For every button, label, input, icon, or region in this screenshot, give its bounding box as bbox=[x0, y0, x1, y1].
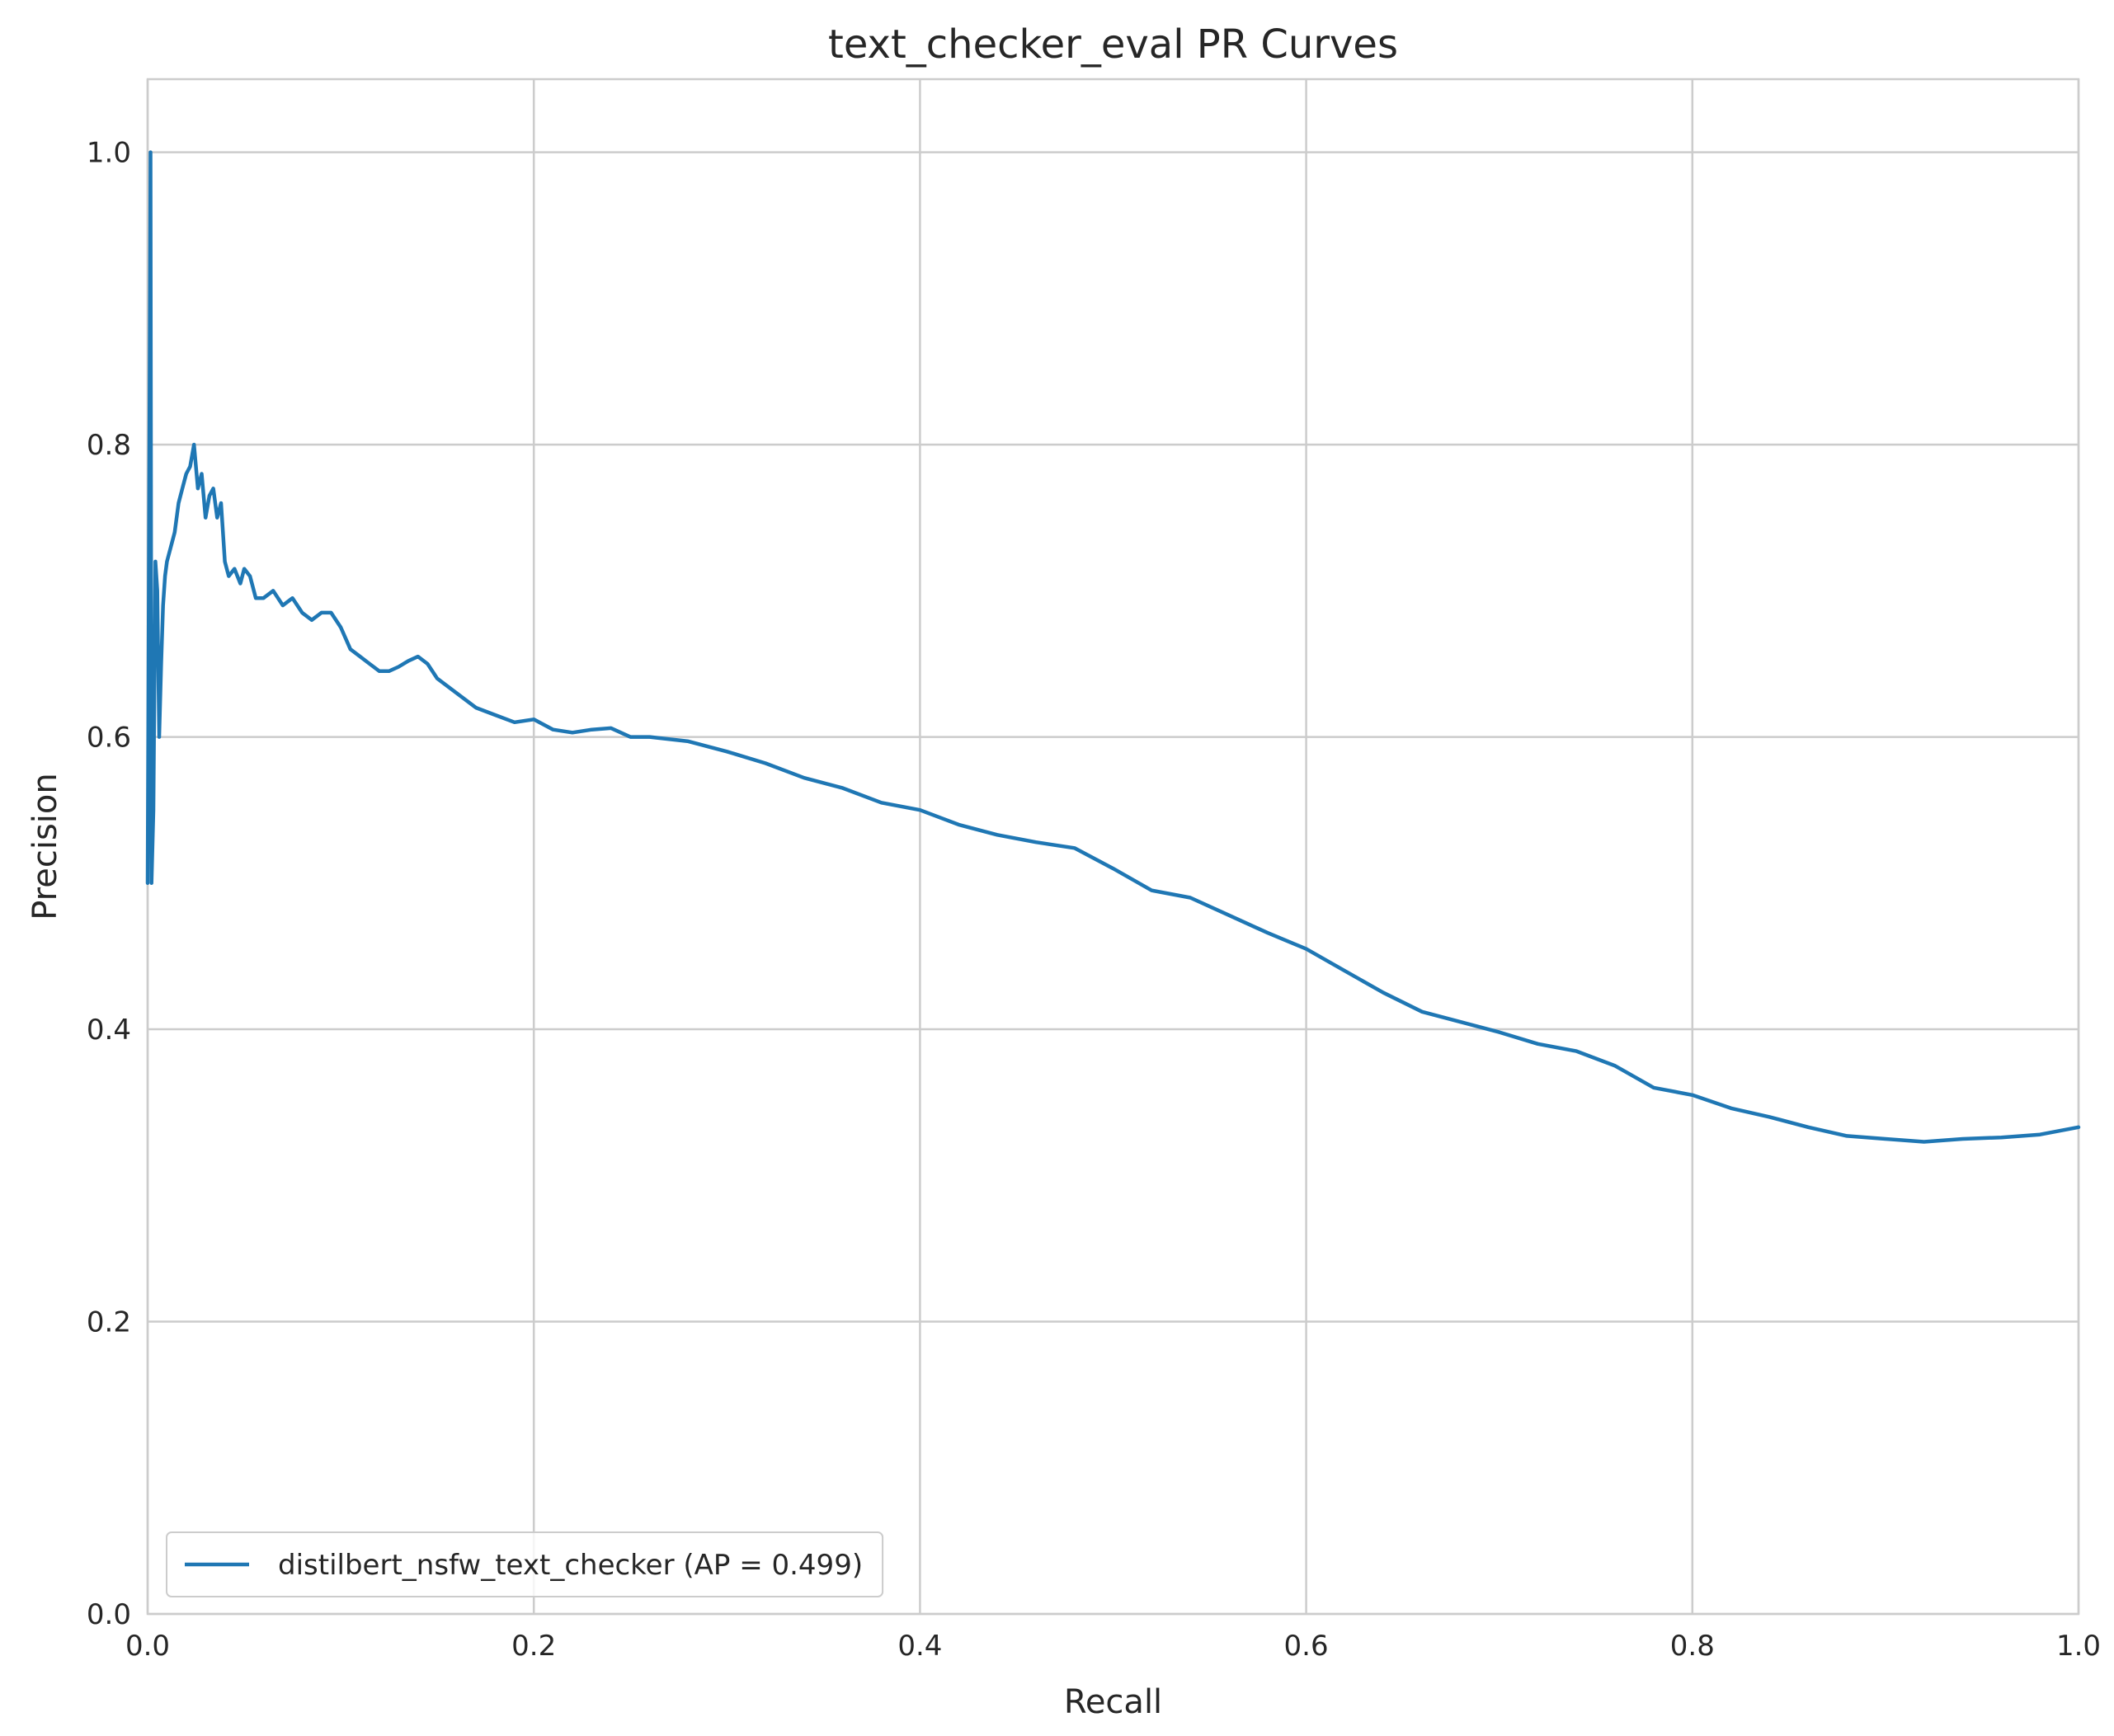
y-tick-label: 0.2 bbox=[87, 1306, 131, 1339]
x-axis-label: Recall bbox=[1064, 1683, 1162, 1721]
legend: distilbert_nsfw_text_checker (AP = 0.499… bbox=[166, 1531, 884, 1597]
x-tick-label: 1.0 bbox=[2056, 1630, 2101, 1663]
y-tick-label: 0.0 bbox=[87, 1598, 131, 1631]
x-tick-label: 0.8 bbox=[1670, 1630, 1715, 1663]
y-tick-label: 0.8 bbox=[87, 429, 131, 462]
legend-box bbox=[166, 1531, 884, 1597]
x-tick-label: 0.2 bbox=[511, 1630, 556, 1663]
tick-labels: 0.0 0.2 0.4 0.6 0.8 1.0 0.0 0.2 0.4 0.6 0.8 1.0 bbox=[87, 137, 2101, 1663]
x-tick-label: 0.6 bbox=[1284, 1630, 1329, 1663]
legend-label: distilbert_nsfw_text_checker (AP = 0.499… bbox=[278, 1549, 863, 1582]
x-tick-label: 0.4 bbox=[897, 1630, 942, 1663]
chart-title: text_checker_eval PR Curves bbox=[828, 21, 1398, 68]
y-tick-label: 0.6 bbox=[87, 722, 131, 755]
y-tick-label: 1.0 bbox=[87, 137, 131, 170]
x-tick-label: 0.0 bbox=[125, 1630, 170, 1663]
series-layer bbox=[145, 150, 2081, 1144]
y-axis-label: Precision bbox=[26, 773, 64, 920]
series-line-0 bbox=[145, 150, 2081, 1144]
y-tick-label: 0.4 bbox=[87, 1014, 131, 1047]
